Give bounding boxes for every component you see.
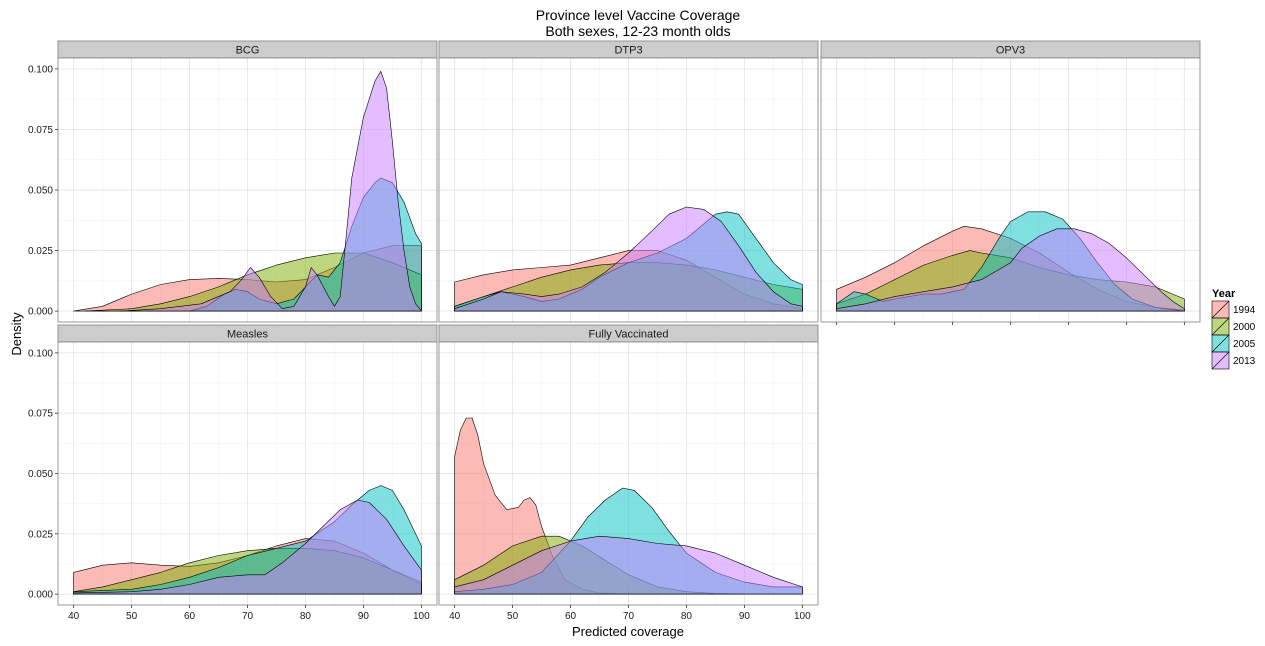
panel-opv3: OPV3 xyxy=(820,40,1201,325)
x-tick-label: 60 xyxy=(184,611,196,622)
y-tick-label: 0.025 xyxy=(28,529,53,540)
panel-bcg: BCG 0.000 0.025 0.050 0.075 0.100 xyxy=(28,40,438,323)
y-tick-label: 0.050 xyxy=(28,186,53,197)
legend: Year 1994 2000 2005 2013 xyxy=(1211,288,1256,370)
x-tick-label: 50 xyxy=(126,611,138,622)
panel-strip-label: BCG xyxy=(236,45,260,57)
y-tick-label: 0.100 xyxy=(28,64,53,75)
y-tick-label: 0.100 xyxy=(28,348,53,359)
density-area-2013 xyxy=(454,535,803,595)
y-tick-label: 0.000 xyxy=(28,307,53,318)
legend-key-slash xyxy=(1211,334,1230,353)
x-tick-label: 40 xyxy=(68,611,80,622)
legend-label-1994: 1994 xyxy=(1233,305,1256,316)
x-tick-label: 60 xyxy=(565,611,577,622)
panel-measles: Measles 0.000 0.025 0.050 0.075 0.100 40 50 60 70… xyxy=(28,324,438,622)
density-area-2013 xyxy=(836,228,1185,312)
legend-label-2013: 2013 xyxy=(1233,356,1256,367)
y-tick-label: 0.050 xyxy=(28,469,53,480)
panel-border xyxy=(438,57,819,323)
x-tick-label: 40 xyxy=(449,611,461,622)
x-axis-title: Predicted coverage xyxy=(572,624,684,639)
x-tick-label: 80 xyxy=(681,611,693,622)
panels: BCG 0.000 0.025 0.050 0.075 0.100 DTP3 OPV3 Meas… xyxy=(28,40,1201,622)
legend-key-slash xyxy=(1211,317,1230,336)
chart-subtitle: Both sexes, 12-23 month olds xyxy=(545,23,730,39)
legend-key-slash xyxy=(1211,351,1230,370)
density-area-2013 xyxy=(73,499,422,595)
y-tick-label: 0.075 xyxy=(28,125,53,136)
x-tick-label: 80 xyxy=(300,611,312,622)
y-tick-label: 0.075 xyxy=(28,409,53,420)
legend-title: Year xyxy=(1212,288,1236,300)
panel-fully-vaccinated: Fully Vaccinated 40 50 60 70 80 90 100 xyxy=(438,324,819,622)
x-tick-label: 90 xyxy=(358,611,370,622)
legend-label-2005: 2005 xyxy=(1233,339,1256,350)
density-area-2013 xyxy=(119,71,422,312)
y-tick-label: 0.000 xyxy=(28,590,53,601)
y-tick-label: 0.025 xyxy=(28,246,53,257)
legend-label-2000: 2000 xyxy=(1233,322,1256,333)
y-axis-title: Density xyxy=(9,312,24,356)
panel-strip-label: OPV3 xyxy=(996,45,1025,57)
density-area-2013 xyxy=(454,206,803,312)
x-tick-label: 100 xyxy=(413,611,430,622)
x-tick-label: 100 xyxy=(794,611,811,622)
panel-strip-label: DTP3 xyxy=(614,45,642,57)
chart-title: Province level Vaccine Coverage xyxy=(536,7,741,23)
x-tick-label: 70 xyxy=(623,611,635,622)
panel-strip-label: Measles xyxy=(227,329,268,341)
panel-strip-label: Fully Vaccinated xyxy=(589,329,669,341)
x-tick-label: 50 xyxy=(507,611,519,622)
legend-key-slash xyxy=(1211,300,1230,319)
grid xyxy=(439,342,818,605)
x-tick-label: 70 xyxy=(242,611,254,622)
panel-dtp3: DTP3 xyxy=(438,40,819,323)
x-tick-label: 90 xyxy=(739,611,751,622)
